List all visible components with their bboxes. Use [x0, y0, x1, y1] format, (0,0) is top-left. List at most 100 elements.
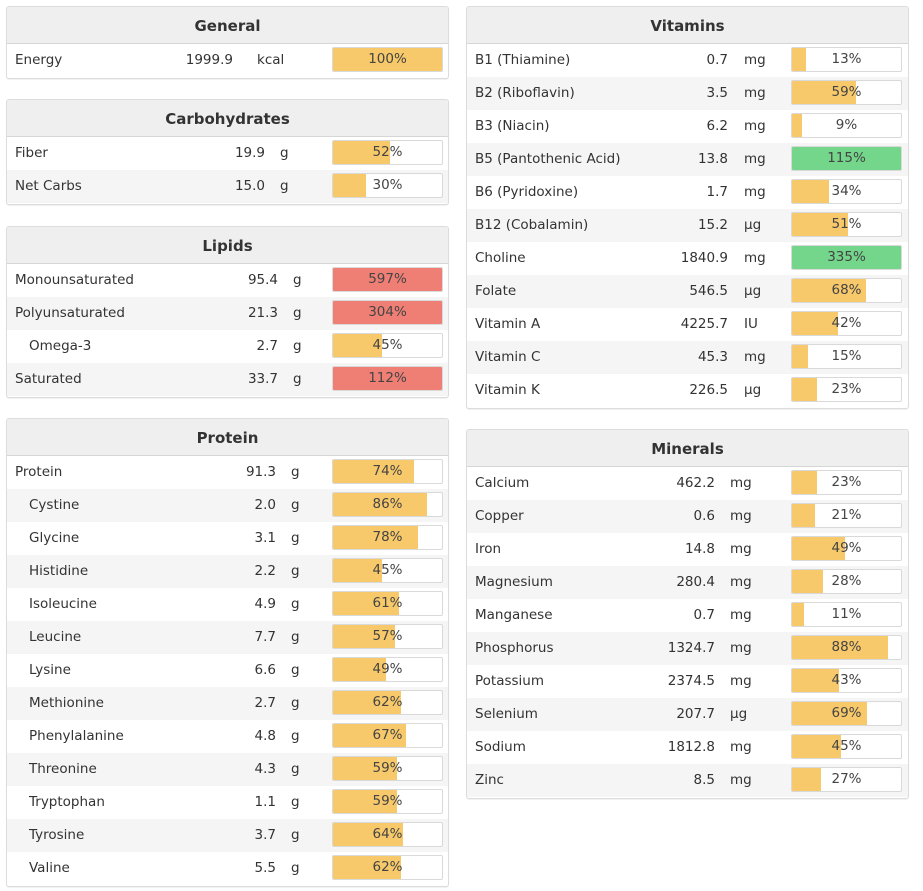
nutrient-unit: mg [730, 607, 752, 623]
nutrient-amount: 546.5 [689, 283, 728, 299]
nutrient-name: Selenium [475, 706, 538, 722]
nutrient-row-b1-thiamine: B1 (Thiamine) 0.7 mg 13% [467, 44, 908, 77]
target-progress-bar: 335% [791, 245, 902, 270]
nutrient-row-choline: Choline 1840.9 mg 335% [467, 242, 908, 275]
nutrient-row-zinc: Zinc 8.5 mg 27% [467, 764, 908, 797]
nutrient-unit: mg [744, 85, 766, 101]
panel-minerals: Minerals Calcium 462.2 mg 23% Copper 0.6 mg 21%… [466, 429, 909, 799]
percent-label: 23% [831, 474, 862, 490]
nutrient-name: Fiber [15, 145, 48, 161]
progress-fill [792, 378, 818, 401]
nutrient-row-iron: Iron 14.8 mg 49% [467, 533, 908, 566]
nutrient-unit: g [291, 827, 300, 843]
nutrient-unit: mg [730, 541, 752, 557]
percent-label: 21% [831, 507, 862, 523]
nutrient-name: Vitamin K [475, 382, 540, 398]
nutrient-amount: 1324.7 [667, 640, 715, 656]
nutrient-unit: g [280, 145, 289, 161]
nutrient-name: Polyunsaturated [15, 305, 125, 321]
nutrient-unit: µg [730, 706, 748, 722]
target-progress-bar: 62% [332, 690, 443, 715]
percent-label: 115% [827, 150, 866, 166]
nutrient-name: Folate [475, 283, 517, 299]
nutrient-name: Threonine [29, 761, 97, 777]
nutrient-row-potassium: Potassium 2374.5 mg 43% [467, 665, 908, 698]
target-progress-bar: 100% [332, 47, 443, 72]
percent-label: 45% [372, 337, 403, 353]
percent-label: 28% [831, 573, 862, 589]
percent-label: 67% [372, 727, 403, 743]
target-progress-bar: 45% [332, 558, 443, 583]
nutrient-row-monounsaturated: Monounsaturated 95.4 g 597% [7, 264, 448, 297]
nutrient-amount: 7.7 [254, 629, 276, 645]
progress-fill [792, 114, 802, 137]
target-progress-bar: 61% [332, 591, 443, 616]
nutrient-name: Saturated [15, 371, 82, 387]
nutrient-name: Histidine [29, 563, 89, 579]
progress-fill [792, 246, 901, 269]
nutrient-amount: 33.7 [247, 371, 278, 387]
nutrient-unit: mg [744, 52, 766, 68]
nutrient-unit: mg [744, 250, 766, 266]
nutrient-name: Calcium [475, 475, 530, 491]
nutrient-unit: g [291, 761, 300, 777]
nutrient-amount: 45.3 [697, 349, 728, 365]
target-progress-bar: 9% [791, 113, 902, 138]
target-progress-bar: 59% [332, 789, 443, 814]
percent-label: 61% [372, 595, 403, 611]
percent-label: 52% [372, 144, 403, 160]
nutrient-unit: g [291, 860, 300, 876]
nutrient-row-saturated: Saturated 33.7 g 112% [7, 363, 448, 396]
nutrient-amount: 1812.8 [667, 739, 715, 755]
nutrient-row-phosphorus: Phosphorus 1324.7 mg 88% [467, 632, 908, 665]
progress-fill [792, 345, 809, 368]
nutrient-row-omega-3: Omega-3 2.7 g 45% [7, 330, 448, 363]
target-progress-bar: 57% [332, 624, 443, 649]
nutrient-name: Vitamin C [475, 349, 541, 365]
progress-fill [333, 856, 401, 879]
nutrient-row-b12-cobalamin: B12 (Cobalamin) 15.2 µg 51% [467, 209, 908, 242]
nutrient-name: Monounsaturated [15, 272, 134, 288]
nutrient-name: Manganese [475, 607, 553, 623]
percent-label: 11% [831, 606, 862, 622]
nutrient-unit: g [293, 305, 302, 321]
nutrient-amount: 2.0 [254, 497, 276, 513]
percent-label: 43% [831, 672, 862, 688]
progress-fill [792, 735, 842, 758]
progress-fill [792, 48, 807, 71]
nutrient-unit: mg [730, 574, 752, 590]
target-progress-bar: 304% [332, 300, 443, 325]
nutrient-unit: mg [730, 640, 752, 656]
percent-label: 23% [831, 381, 862, 397]
nutrient-amount: 3.1 [254, 530, 276, 546]
nutrient-row-tryptophan: Tryptophan 1.1 g 59% [7, 786, 448, 819]
progress-fill [792, 669, 839, 692]
progress-fill [792, 180, 830, 203]
progress-fill [792, 636, 888, 659]
nutrient-amount: 13.8 [697, 151, 728, 167]
nutrient-name: B3 (Niacin) [475, 118, 550, 134]
nutrient-row-histidine: Histidine 2.2 g 45% [7, 555, 448, 588]
nutrient-name: Isoleucine [29, 596, 97, 612]
progress-fill [792, 213, 848, 236]
percent-label: 51% [831, 216, 862, 232]
target-progress-bar: 597% [332, 267, 443, 292]
nutrient-amount: 21.3 [247, 305, 278, 321]
nutrient-row-glycine: Glycine 3.1 g 78% [7, 522, 448, 555]
nutrient-name: Energy [15, 52, 63, 68]
panel-protein: Protein Protein 91.3 g 74% Cystine 2.0 g 86% Gly… [6, 418, 449, 887]
nutrient-amount: 4.3 [254, 761, 276, 777]
percent-label: 34% [831, 183, 862, 199]
nutrient-name: Net Carbs [15, 178, 82, 194]
nutrient-amount: 15.0 [234, 178, 265, 194]
nutrient-name: Magnesium [475, 574, 553, 590]
nutrient-amount: 2.2 [254, 563, 276, 579]
nutrient-row-folate: Folate 546.5 µg 68% [467, 275, 908, 308]
nutrient-amount: 1.7 [706, 184, 728, 200]
percent-label: 13% [831, 51, 862, 67]
nutrient-unit: mg [744, 118, 766, 134]
nutrient-unit: µg [744, 283, 762, 299]
nutrient-amount: 6.2 [706, 118, 728, 134]
nutrient-name: Potassium [475, 673, 545, 689]
nutrient-unit: mg [730, 508, 752, 524]
